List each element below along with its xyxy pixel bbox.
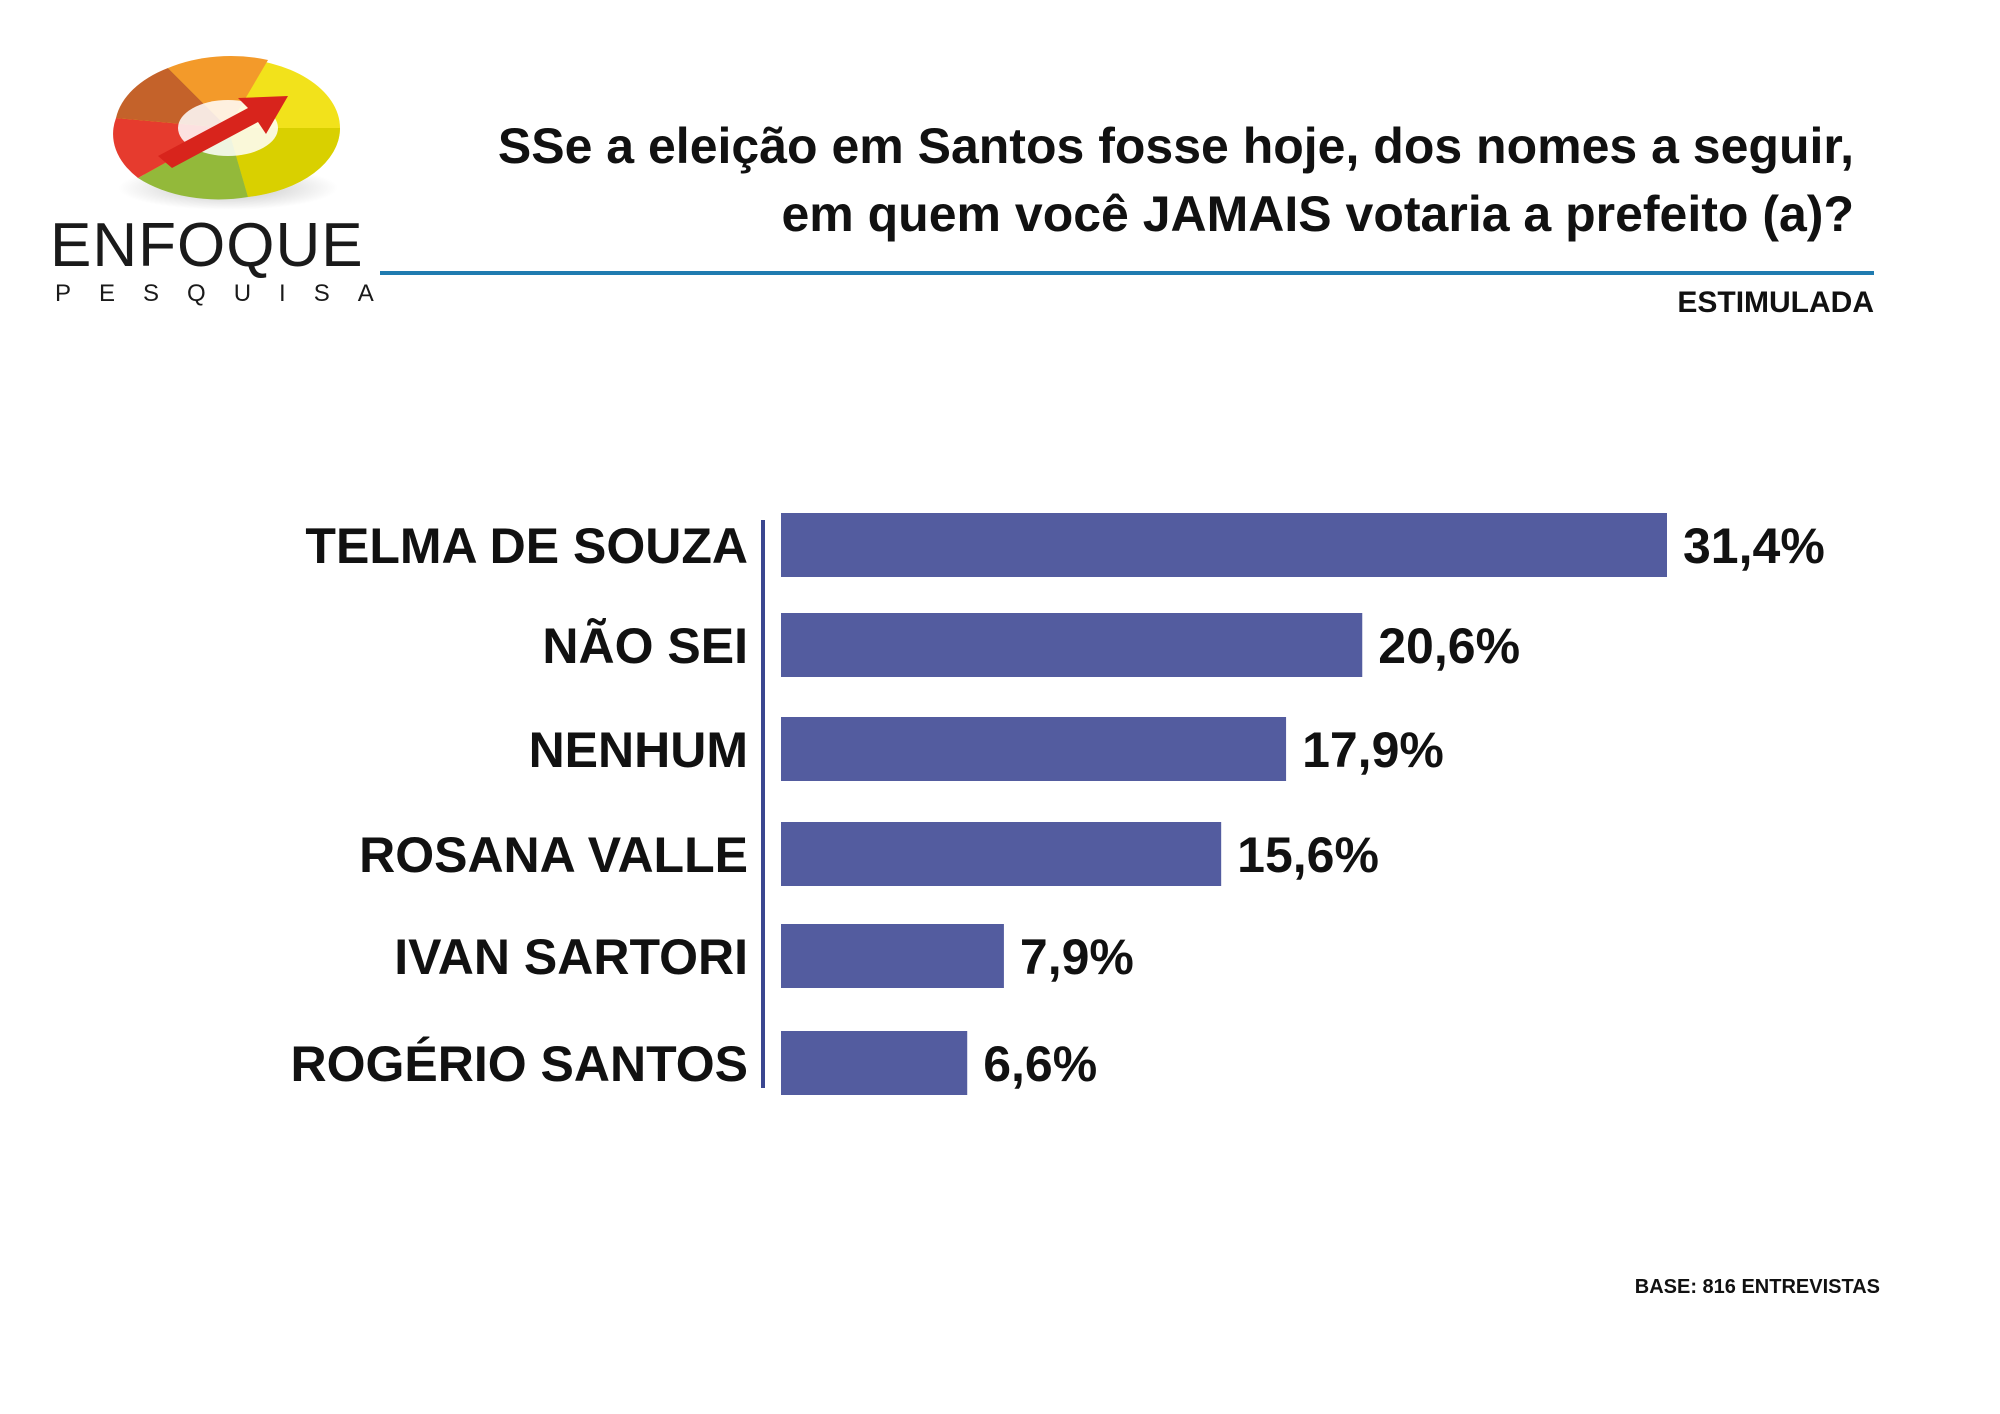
category-label: ROGÉRIO SANTOS	[291, 1036, 748, 1092]
chart-labels: TELMA DE SOUZA 31,4% NÃO SEI 20,6% NENHUM 17,…	[291, 518, 1825, 1092]
chart-bars	[781, 513, 1667, 1095]
title-line-2: em quem você JAMAIS votaria a prefeito (…	[781, 186, 1854, 242]
value-label: 7,9%	[1020, 929, 1134, 985]
multicolor-3d-ring-arrow-logo	[113, 56, 341, 210]
category-label: NENHUM	[529, 722, 748, 778]
bar	[781, 717, 1287, 781]
value-label: 17,9%	[1302, 722, 1444, 778]
chart-title: SSe a eleição em Santos fosse hoje, dos …	[454, 112, 1854, 248]
value-label: 20,6%	[1378, 618, 1520, 674]
bar	[781, 1031, 968, 1095]
survey-type-tag: ESTIMULADA	[1677, 286, 1874, 319]
sample-base-note: BASE: 816 ENTREVISTAS	[1634, 1276, 1880, 1298]
category-label: NÃO SEI	[542, 618, 748, 674]
value-label: 15,6%	[1237, 827, 1379, 883]
category-label: ROSANA VALLE	[359, 827, 748, 883]
value-label: 6,6%	[983, 1036, 1097, 1092]
bar	[781, 822, 1222, 886]
category-label: TELMA DE SOUZA	[305, 518, 748, 574]
enfoque-logo: ENFOQUE PESQUISA	[50, 38, 374, 308]
bar	[781, 613, 1363, 677]
value-label: 31,4%	[1683, 518, 1825, 574]
brand-subtitle: PESQUISA	[55, 280, 402, 307]
bar	[781, 513, 1667, 577]
bar	[781, 924, 1004, 988]
brand-name: ENFOQUE	[50, 211, 364, 280]
header-divider	[380, 271, 1874, 275]
category-label: IVAN SARTORI	[394, 929, 748, 985]
title-line-1: SSe a eleição em Santos fosse hoje, dos …	[497, 118, 1854, 174]
